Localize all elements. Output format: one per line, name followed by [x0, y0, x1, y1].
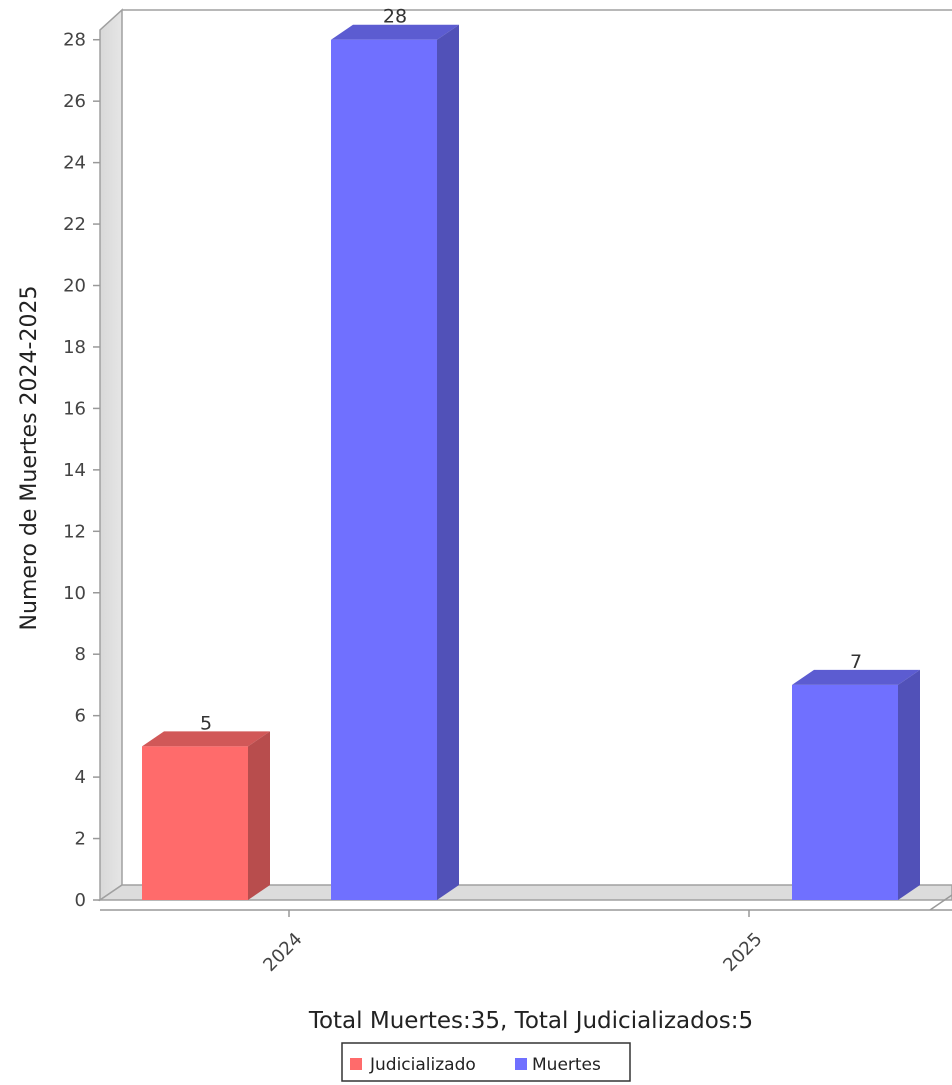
y-tick-label: 2 — [75, 829, 86, 850]
legend-swatch-muertes — [515, 1058, 527, 1070]
data-label: 28 — [383, 6, 407, 28]
bar-side-face — [437, 24, 459, 901]
plot-floor — [97, 884, 952, 901]
x-tick-label: 2025 — [719, 929, 766, 976]
y-tick-label: 12 — [63, 521, 86, 542]
x-axis-title: Total Muertes:35, Total Judicializados:5 — [308, 1008, 753, 1034]
legend-swatch-judicializado — [350, 1058, 362, 1070]
y-tick-label: 8 — [75, 644, 86, 665]
y-tick-label: 18 — [63, 337, 86, 358]
y-tick-label: 4 — [75, 767, 86, 788]
x-axis-ticks: 2024 2025 — [259, 910, 767, 976]
y-axis-title: Numero de Muertes 2024-2025 — [17, 286, 42, 631]
legend: Judicializado Muertes — [341, 1042, 631, 1082]
bar-front-face — [792, 684, 898, 900]
y-tick-label: 10 — [63, 583, 86, 604]
x-axis-depth — [929, 894, 952, 911]
bar-side-face — [898, 669, 920, 900]
bar-muertes-2025 — [792, 669, 920, 900]
y-tick-label: 14 — [63, 460, 86, 481]
y-tick-label: 22 — [63, 214, 86, 235]
y-tick-label: 6 — [75, 706, 86, 727]
data-label: 5 — [200, 712, 212, 734]
bar-top-face — [792, 669, 920, 685]
y-tick-label: 26 — [63, 91, 86, 112]
x-tick-label: 2024 — [259, 929, 306, 976]
legend-label-judicializado: Judicializado — [369, 1055, 476, 1075]
bars — [142, 24, 920, 901]
bar-top-face — [142, 731, 270, 747]
bar-front-face — [331, 39, 437, 901]
bar-judicializado-2024 — [142, 731, 270, 900]
bar-front-face — [142, 746, 248, 900]
data-label: 7 — [850, 651, 862, 673]
y-tick-label: 16 — [63, 398, 86, 419]
data-labels: 5 28 7 — [200, 6, 862, 735]
legend-label-muertes: Muertes — [532, 1055, 601, 1075]
y-tick-label: 28 — [63, 30, 86, 51]
legend-box — [341, 1042, 631, 1082]
y-tick-label: 0 — [75, 890, 86, 911]
bar-side-face — [248, 731, 270, 900]
y-tick-label: 20 — [63, 276, 86, 297]
plot-left-wall — [99, 8, 123, 902]
bar-muertes-2024 — [331, 24, 459, 901]
bar-top-face — [331, 24, 459, 40]
y-tick-label: 24 — [63, 153, 86, 174]
